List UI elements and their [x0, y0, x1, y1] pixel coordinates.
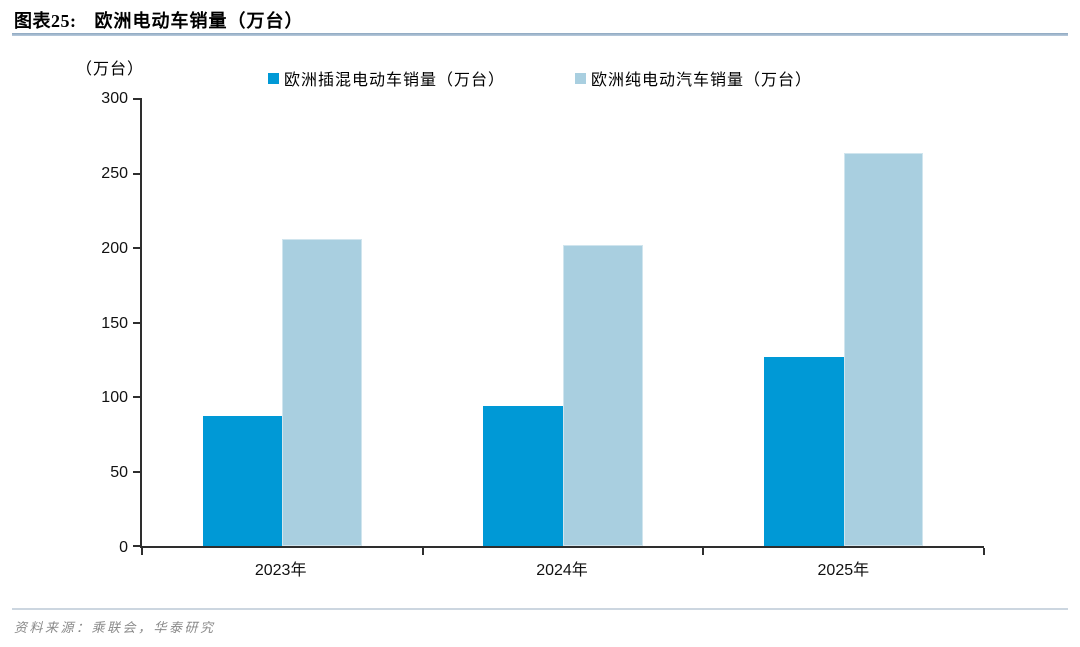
legend-item-phev: 欧洲插混电动车销量（万台）	[267, 66, 505, 90]
x-tick-label: 2023年	[254, 562, 307, 579]
x-tick-label: 2024年	[536, 562, 588, 579]
y-tick-mark	[133, 98, 142, 100]
y-tick-mark	[133, 470, 142, 473]
x-tick-mark	[141, 548, 143, 555]
y-tick-label: 0	[119, 539, 128, 556]
x-tick-mark	[702, 548, 705, 555]
x-axis-tick-labels: 2023年 2024年 2025年	[140, 556, 984, 580]
y-tick-mark	[133, 321, 142, 324]
y-axis-unit-label: （万台）	[76, 61, 145, 78]
chart-legend: 欧洲插混电动车销量（万台） 欧洲纯电动汽车销量（万台）	[0, 66, 1080, 90]
y-tick-mark	[133, 172, 142, 175]
legend-swatch-phev	[267, 72, 279, 84]
legend-label-phev: 欧洲插混电动车销量（万台）	[283, 72, 505, 89]
source-note: 资料来源：乘联会，华泰研究	[14, 620, 216, 635]
bar-2024年-series0	[483, 405, 563, 546]
y-tick-label: 250	[101, 164, 128, 182]
y-tick-mark	[133, 545, 142, 547]
plot-area	[133, 98, 985, 555]
bar-2023年-series0	[202, 416, 283, 546]
y-axis-tick-labels: 0 50 100 150 200 250 300	[0, 91, 128, 556]
figure-title-text: 欧洲电动车销量（万台）	[94, 11, 304, 31]
legend-swatch-bev	[575, 72, 586, 84]
x-tick-mark	[421, 548, 424, 555]
bar-2025年-series0	[763, 356, 844, 546]
figure-number-label: 图表25:	[14, 11, 77, 31]
legend-label-bev: 欧洲纯电动汽车销量（万台）	[591, 72, 813, 89]
x-tick-mark	[983, 548, 985, 555]
y-tick-mark	[133, 396, 142, 399]
page-title: 图表25: 欧洲电动车销量（万台）	[14, 7, 304, 33]
y-tick-label: 300	[101, 90, 128, 107]
y-tick-mark	[133, 247, 142, 250]
y-tick-label: 100	[101, 389, 128, 407]
y-tick-label: 150	[101, 314, 128, 332]
footer-divider	[12, 608, 1068, 610]
y-tick-label: 200	[101, 239, 128, 257]
y-tick-label: 50	[110, 464, 128, 482]
bar-2025年-series1	[843, 152, 924, 546]
title-divider	[12, 33, 1068, 36]
x-tick-label: 2025年	[817, 562, 870, 579]
bar-2023年-series1	[282, 239, 363, 546]
legend-item-bev: 欧洲纯电动汽车销量（万台）	[575, 66, 812, 90]
bar-2024年-series1	[563, 245, 643, 546]
